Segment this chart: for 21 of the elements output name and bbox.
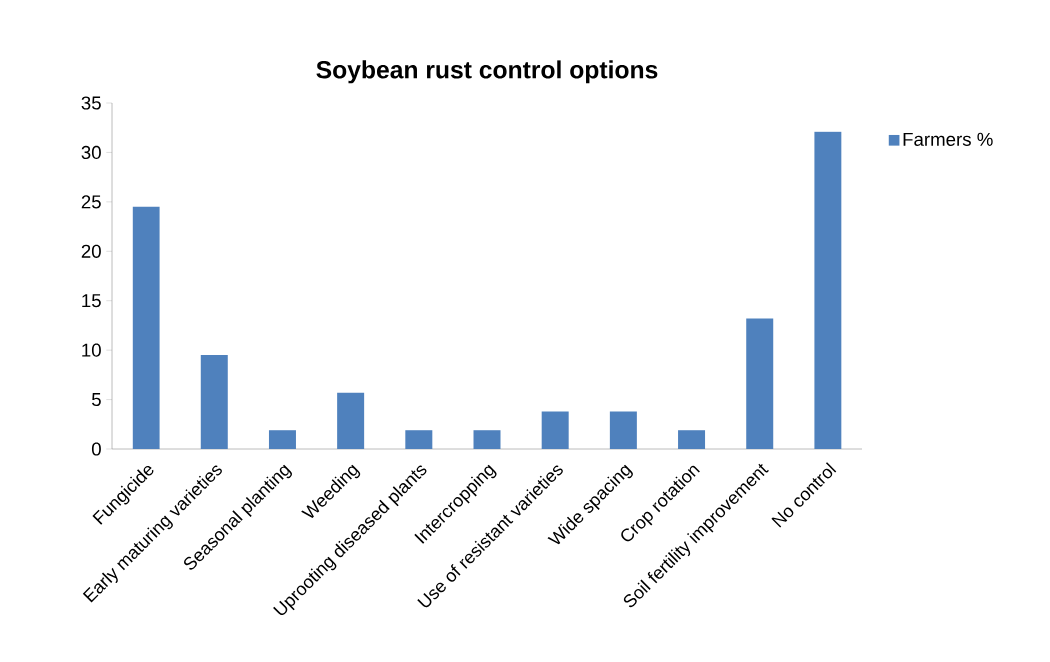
y-tick-label: 5 xyxy=(91,393,101,407)
legend-label: Farmers % xyxy=(903,132,993,146)
bar xyxy=(541,411,569,449)
bar xyxy=(678,430,706,449)
y-tick-label: 25 xyxy=(81,195,101,209)
bar xyxy=(132,206,160,449)
chart-title: Soybean rust control options xyxy=(316,60,658,84)
bar xyxy=(609,411,637,449)
bar xyxy=(746,318,774,449)
bar xyxy=(337,392,365,449)
bar xyxy=(200,355,228,449)
bar xyxy=(473,430,501,449)
bar xyxy=(405,430,433,449)
bar xyxy=(268,430,296,449)
y-tick-label: 30 xyxy=(81,145,101,160)
y-tick-label: 20 xyxy=(81,244,101,258)
y-tick-label: 15 xyxy=(82,294,101,308)
bar xyxy=(814,131,842,449)
y-tick-label: 0 xyxy=(91,442,101,456)
y-tick-label: 10 xyxy=(82,343,101,357)
y-tick-label: 35 xyxy=(81,96,101,110)
